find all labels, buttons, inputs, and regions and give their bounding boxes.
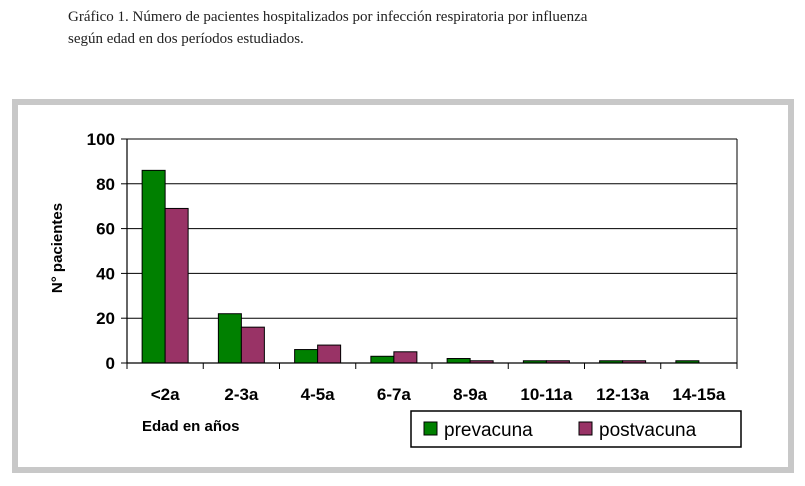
bar-prevacuna-3 xyxy=(370,355,395,364)
bar-chart: 0 20 40 60 80 100 <2a 2-3a 4-5a 6-7a 8-9a 10-11a 12… xyxy=(49,130,742,448)
bar-prevacuna-4 xyxy=(446,358,471,364)
bar-postvacuna-3 xyxy=(393,351,418,364)
bar-postvacuna-2 xyxy=(317,344,342,364)
x-tick-label: 4-5a xyxy=(301,385,336,404)
y-tick-label: 80 xyxy=(96,175,115,194)
y-axis-title: N° pacientes xyxy=(49,203,66,293)
bar-prevacuna-0 xyxy=(141,169,166,364)
legend-label-prevacuna: prevacuna xyxy=(444,420,533,441)
caption-line-1: Gráfico 1. Número de pacientes hospitali… xyxy=(68,9,588,25)
bar-prevacuna-1 xyxy=(217,313,242,364)
x-tick-labels: <2a 2-3a 4-5a 6-7a 8-9a 10-11a 12-13a 14-15a xyxy=(151,385,726,404)
bar-postvacuna-1 xyxy=(240,326,265,364)
figure-caption: Gráfico 1. Número de pacientes hospitali… xyxy=(68,6,768,50)
x-tick-label: 14-15a xyxy=(672,385,725,404)
y-tick-label: 100 xyxy=(87,130,115,149)
y-tick-label: 0 xyxy=(106,354,115,373)
legend-swatch-prevacuna xyxy=(423,421,438,436)
y-tick-label: 40 xyxy=(96,264,115,283)
chart-frame: 0 20 40 60 80 100 <2a 2-3a 4-5a 6-7a 8-9a 10-11a 12… xyxy=(12,99,794,473)
x-tick-label: 8-9a xyxy=(453,385,488,404)
bars xyxy=(141,169,700,364)
bar-prevacuna-2 xyxy=(294,349,319,364)
x-axis-title: Edad en años xyxy=(142,418,240,435)
x-tick-label: 10-11a xyxy=(520,385,573,404)
legend: prevacuna postvacuna xyxy=(410,410,742,448)
legend-swatch-postvacuna xyxy=(578,421,593,436)
x-tick-label: 2-3a xyxy=(224,385,259,404)
y-tick-label: 20 xyxy=(96,309,115,328)
x-tick-label: 6-7a xyxy=(377,385,412,404)
caption-line-2: según edad en dos períodos estudiados. xyxy=(68,31,304,47)
bar-postvacuna-0 xyxy=(164,207,189,364)
y-tick-label: 60 xyxy=(96,220,115,239)
grid-lines xyxy=(121,138,737,364)
x-tick-label: 12-13a xyxy=(596,385,649,404)
legend-label-postvacuna: postvacuna xyxy=(599,420,697,441)
axes xyxy=(126,138,738,369)
x-tick-label: <2a xyxy=(151,385,180,404)
y-tick-labels: 0 20 40 60 80 100 xyxy=(87,130,115,373)
legend-box xyxy=(410,410,742,448)
